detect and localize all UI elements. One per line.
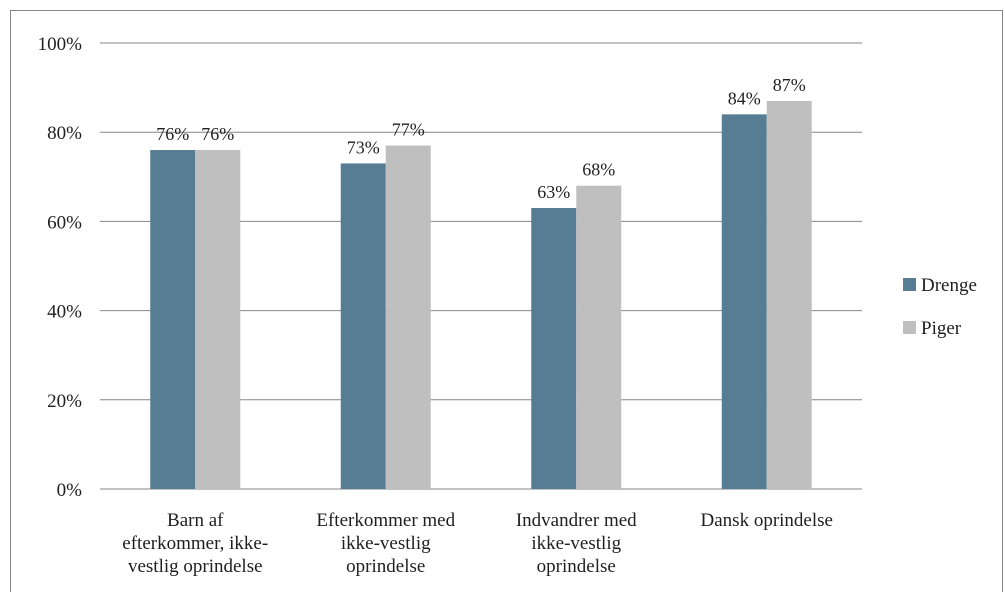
data-labels: 76% 76% 73% 77% 63% 68% 84% 87%: [156, 75, 806, 202]
y-tick-label: 80%: [47, 123, 82, 144]
y-tick-label: 60%: [47, 212, 82, 233]
y-axis-ticks: 0% 20% 40% 60% 80% 100%: [38, 34, 83, 501]
data-label: 68%: [582, 160, 615, 180]
x-category-label: vestlig oprindelse: [128, 556, 263, 577]
bar-drenge: [340, 163, 386, 490]
x-category-label: Barn af: [167, 510, 224, 531]
x-category-label: Dansk oprindelse: [701, 510, 833, 531]
x-category-label: oprindelse: [537, 556, 616, 577]
data-label: 84%: [728, 88, 761, 108]
x-category-label: Efterkommer med: [316, 510, 455, 531]
y-tick-label: 0%: [57, 480, 83, 501]
bar-drenge: [150, 150, 196, 490]
legend-label: Piger: [921, 318, 962, 339]
bar-piger: [576, 185, 622, 489]
bar-drenge: [531, 208, 577, 489]
legend-label: Drenge: [921, 275, 977, 296]
legend-swatch-piger: [903, 321, 916, 334]
x-category-label: Indvandrer med: [516, 510, 637, 531]
x-category-label: oprindelse: [346, 556, 425, 577]
bar-piger: [766, 100, 812, 489]
bar-piger: [195, 150, 241, 490]
y-tick-label: 20%: [47, 391, 82, 412]
data-label: 63%: [537, 182, 570, 202]
chart-frame: [10, 10, 1003, 592]
data-label: 77%: [392, 120, 425, 140]
x-category-label: efterkommer, ikke-: [122, 533, 268, 554]
data-label: 76%: [156, 124, 189, 144]
x-category-label: ikke-vestlig: [341, 533, 431, 554]
bars: [150, 100, 812, 490]
data-label: 87%: [773, 75, 806, 95]
y-tick-label: 40%: [47, 302, 82, 323]
y-tick-label: 100%: [38, 34, 83, 55]
data-label: 73%: [347, 137, 380, 157]
bar-piger: [385, 145, 431, 489]
legend: Drenge Piger: [903, 275, 977, 339]
data-label: 76%: [201, 124, 234, 144]
bar-drenge: [721, 114, 767, 490]
x-category-label: ikke-vestlig: [531, 533, 621, 554]
legend-swatch-drenge: [903, 278, 916, 291]
